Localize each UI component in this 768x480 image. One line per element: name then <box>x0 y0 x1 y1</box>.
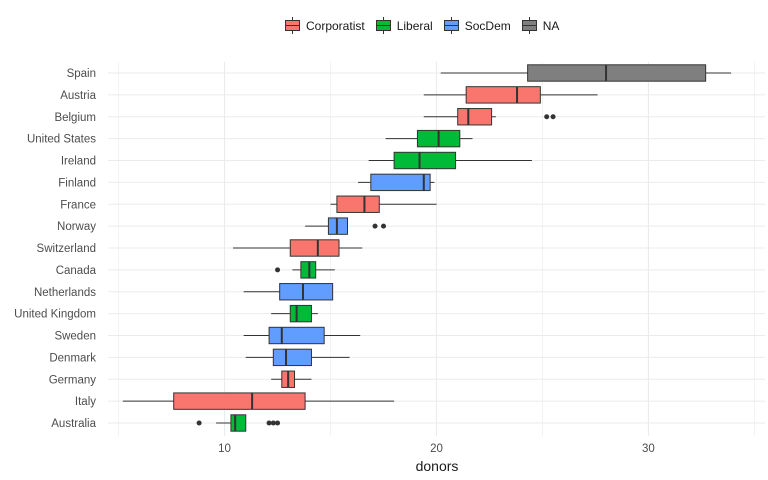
box-australia <box>196 414 281 432</box>
box-iqr <box>268 326 325 345</box>
box-germany <box>271 370 312 388</box>
outlier-point <box>275 420 281 426</box>
chart-legend: Corporatist Liberal SocDem NA <box>284 17 569 34</box>
box-iqr <box>370 173 431 192</box>
x-axis-tick-labels: 10 20 30 <box>218 443 655 455</box>
box-iqr <box>272 348 312 367</box>
x-tick-label: 20 <box>430 443 443 455</box>
y-tick-label: Spain <box>67 68 96 80</box>
legend-label: Liberal <box>396 18 433 33</box>
legend-key-icon <box>521 17 538 34</box>
x-axis-label: donors <box>416 458 459 474</box>
y-tick-label: Ireland <box>61 156 96 168</box>
legend-label: SocDem <box>464 18 511 33</box>
y-tick-label: Belgium <box>54 112 96 124</box>
y-tick-label: Australia <box>51 418 96 430</box>
box-iqr <box>289 239 340 257</box>
box-layer <box>122 64 732 432</box>
outlier-point <box>270 420 276 426</box>
box-denmark <box>245 348 350 367</box>
y-tick-label: Norway <box>57 221 96 233</box>
box-france <box>330 195 437 213</box>
outlier-point <box>196 420 202 426</box>
box-united-kingdom <box>271 304 318 323</box>
x-tick-label: 10 <box>218 443 231 455</box>
legend-key-icon <box>375 17 392 34</box>
y-tick-label: United Kingdom <box>14 309 96 321</box>
box-italy <box>122 392 395 410</box>
box-iqr <box>527 64 707 82</box>
y-tick-label: Sweden <box>54 331 96 343</box>
y-tick-label: Austria <box>60 90 96 102</box>
box-iqr <box>465 86 541 104</box>
box-belgium <box>423 108 556 126</box>
box-spain <box>440 64 732 82</box>
x-tick-label: 30 <box>642 443 655 455</box>
y-tick-label: Switzerland <box>37 243 96 255</box>
outlier-point <box>275 267 281 273</box>
box-finland <box>358 173 435 192</box>
y-tick-label: United States <box>27 134 96 146</box>
outlier-point <box>381 223 387 229</box>
legend-item: NA <box>521 17 560 34</box>
y-tick-label: Netherlands <box>34 287 96 299</box>
box-iqr <box>279 283 334 301</box>
box-iqr <box>393 151 457 170</box>
legend-item: Liberal <box>375 17 433 34</box>
box-iqr <box>289 304 312 323</box>
y-axis-tick-labels: Spain Austria Belgium United States Ireland F… <box>14 68 96 430</box>
box-sweden <box>243 326 361 345</box>
y-tick-label: France <box>60 199 96 211</box>
outlier-point <box>266 420 272 426</box>
box-switzerland <box>233 239 363 257</box>
y-tick-label: Italy <box>75 396 96 408</box>
box-norway <box>305 217 387 235</box>
box-iqr <box>230 414 247 432</box>
legend-item: SocDem <box>443 17 511 34</box>
box-iqr <box>336 195 380 213</box>
box-iqr <box>327 217 348 235</box>
legend-label: Corporatist <box>306 18 365 33</box>
legend-key-icon <box>284 17 301 34</box>
legend-key-icon <box>443 17 460 34</box>
box-netherlands <box>243 283 334 301</box>
box-iqr <box>457 108 493 126</box>
outlier-point <box>544 114 550 120</box>
box-ireland <box>368 151 532 170</box>
outlier-point <box>372 223 378 229</box>
legend-item: Corporatist <box>284 17 365 34</box>
box-canada <box>275 261 335 279</box>
legend-label: NA <box>542 18 560 33</box>
box-united-states <box>385 129 473 148</box>
box-iqr <box>173 392 306 410</box>
outlier-point <box>550 114 556 120</box>
y-tick-label: Germany <box>49 374 97 386</box>
box-iqr <box>300 261 317 279</box>
y-tick-label: Finland <box>58 177 96 189</box>
y-tick-label: Denmark <box>49 352 96 364</box>
y-tick-label: Canada <box>56 265 97 277</box>
box-austria <box>423 86 598 104</box>
